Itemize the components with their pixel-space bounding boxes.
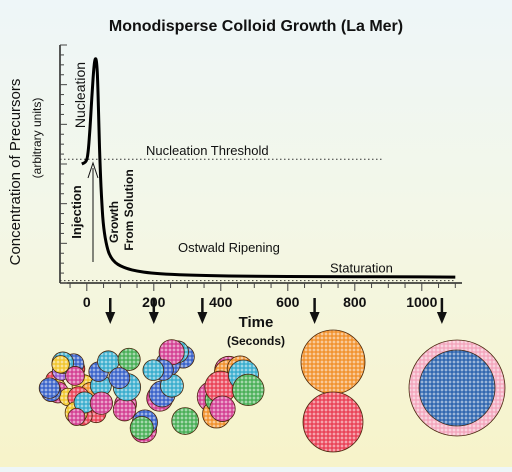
nucleation-threshold-label: Nucleation Threshold bbox=[146, 143, 269, 158]
x-tick-labels: 02004006008001000 bbox=[83, 294, 438, 310]
growing-particle-cluster bbox=[108, 339, 199, 444]
stage-arrow bbox=[197, 298, 208, 324]
x-tick-label: 1000 bbox=[406, 294, 437, 310]
growth-label: Growth bbox=[107, 201, 121, 243]
series-curve bbox=[81, 57, 456, 279]
concentration-curve bbox=[81, 57, 456, 279]
stage-arrows bbox=[105, 298, 447, 324]
reference-lines: Nucleation Threshold Staturation bbox=[60, 143, 456, 282]
ripened-particle-pair bbox=[300, 329, 366, 453]
axes bbox=[59, 44, 462, 291]
stage-arrow bbox=[436, 298, 447, 324]
injection-arrow bbox=[87, 161, 99, 262]
x-axis-label: Time bbox=[239, 314, 274, 331]
nuclei-cluster bbox=[38, 350, 120, 426]
nucleation-label: Nucleation bbox=[72, 62, 88, 128]
x-tick-label: 800 bbox=[343, 294, 367, 310]
stage-arrow bbox=[105, 298, 116, 324]
particle-illustrations bbox=[38, 329, 506, 453]
ripening-particle-cluster bbox=[196, 355, 265, 429]
x-tick-label: 400 bbox=[209, 294, 233, 310]
x-axis-sublabel: (Seconds) bbox=[227, 334, 285, 348]
ostwald-ripening-label: Ostwald Ripening bbox=[178, 240, 280, 255]
injection-label: Injection bbox=[69, 185, 84, 239]
x-tick-label: 600 bbox=[276, 294, 300, 310]
stage-arrow bbox=[148, 298, 159, 324]
from-solution-label: From Solution bbox=[122, 169, 136, 250]
core-shell-particle bbox=[408, 339, 506, 437]
x-tick-label: 0 bbox=[83, 294, 91, 310]
stage-arrow bbox=[309, 298, 320, 324]
chart-title: Monodisperse Colloid Growth (La Mer) bbox=[109, 18, 403, 35]
y-axis-label: Concentration of Precursors bbox=[7, 79, 24, 266]
saturation-label: Staturation bbox=[330, 261, 393, 276]
y-axis-sublabel: (arbitrary units) bbox=[30, 98, 44, 179]
